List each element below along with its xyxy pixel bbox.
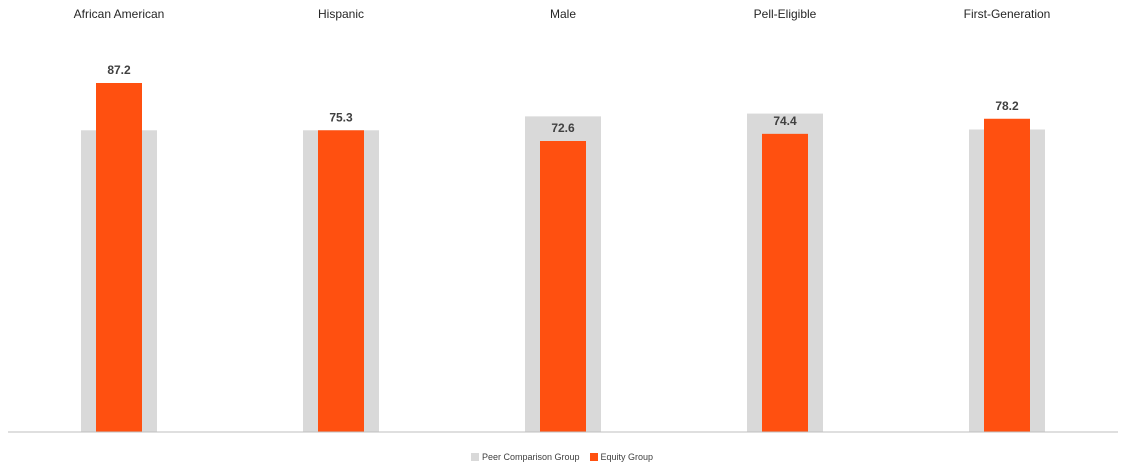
equity-bar (318, 130, 364, 432)
legend-item-peer: Peer Comparison Group (470, 452, 580, 462)
data-label: 78.2 (995, 99, 1019, 113)
data-label: 87.2 (107, 63, 131, 77)
legend: Peer Comparison Group Equity Group (0, 452, 1124, 462)
legend-swatch-peer (470, 453, 479, 461)
data-label: 72.6 (551, 121, 575, 135)
category-labels: African American Hispanic Male Pell-Eligibl… (74, 7, 1051, 21)
category-label: Pell-Eligible (754, 7, 817, 21)
data-label: 74.4 (773, 114, 797, 128)
category-label: Male (550, 7, 576, 21)
legend-item-equity: Equity Group (589, 452, 654, 462)
data-label: 75.3 (329, 110, 353, 124)
value-labels: 87.2 75.3 72.6 74.4 78.2 (107, 63, 1019, 135)
bar-chart: African American Hispanic Male Pell-Eligibl… (8, 7, 1118, 433)
legend-label-equity: Equity Group (600, 452, 654, 462)
equity-bar (540, 141, 586, 432)
equity-bar (96, 83, 142, 432)
legend-label-peer: Peer Comparison Group (481, 452, 580, 462)
category-label: African American (74, 7, 165, 21)
equity-bar (984, 118, 1030, 433)
category-label: First-Generation (964, 7, 1051, 21)
equity-bar (762, 133, 808, 433)
legend-swatch-equity (589, 453, 598, 461)
category-label: Hispanic (318, 7, 364, 21)
equity-group-bars (96, 83, 1030, 433)
